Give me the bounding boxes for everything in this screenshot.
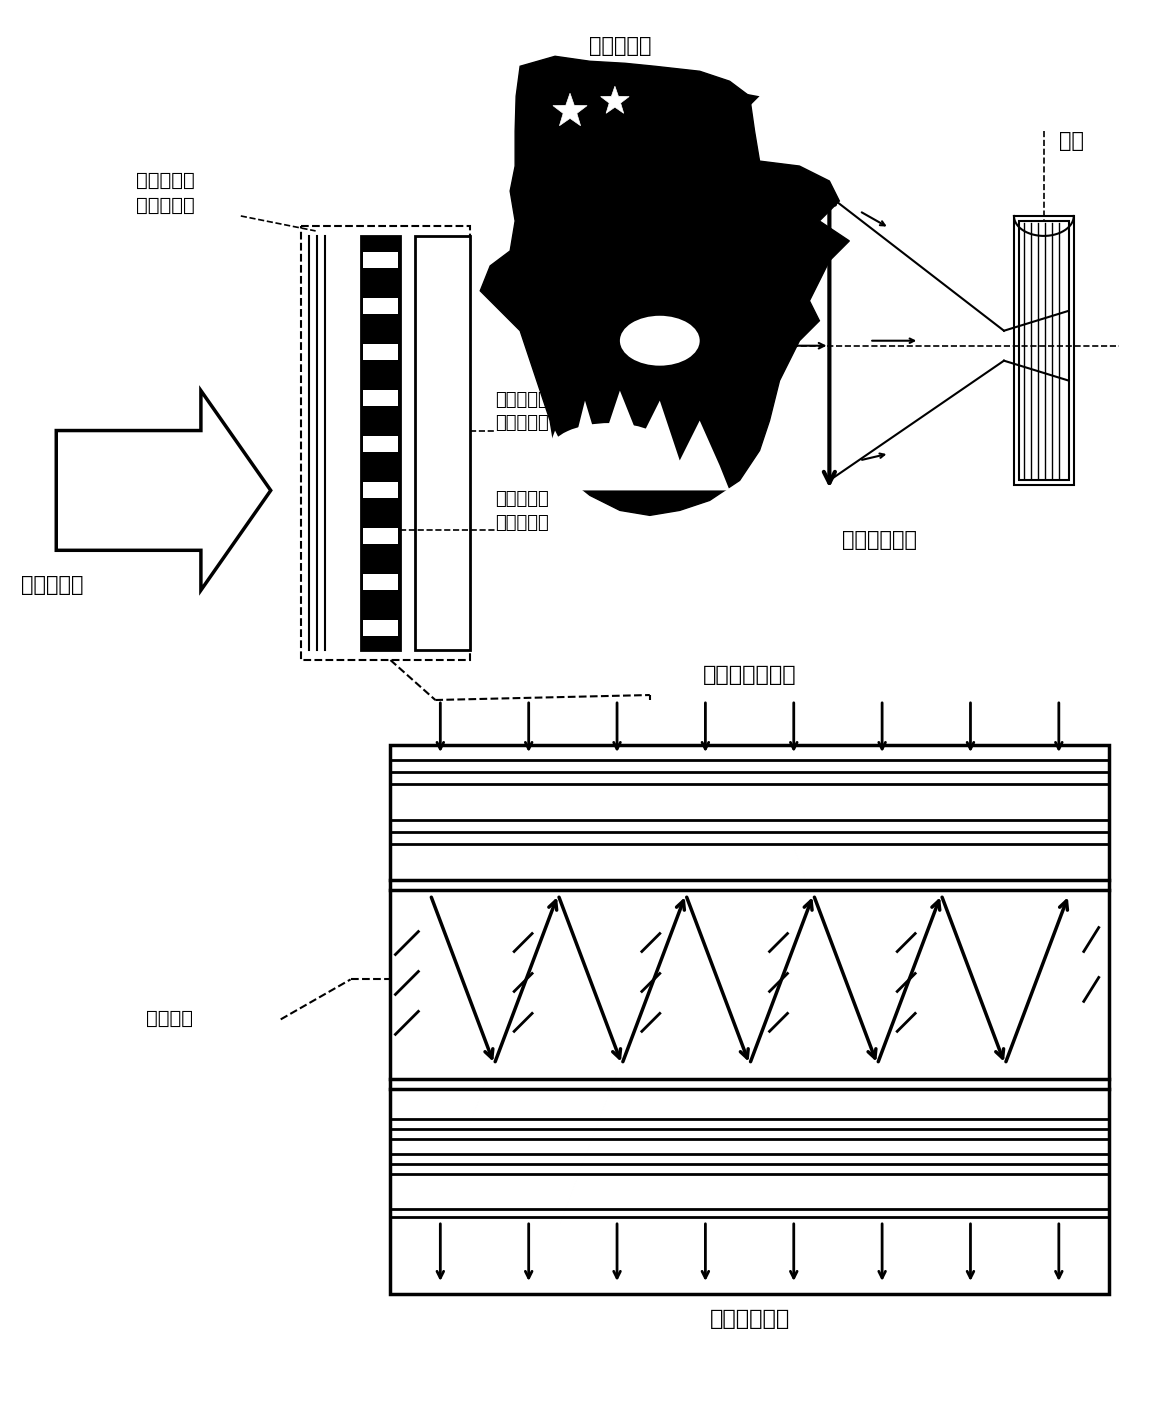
Bar bbox=[362, 620, 398, 637]
Bar bbox=[360, 236, 400, 650]
Bar bbox=[362, 529, 398, 544]
Text: 面阵非制冷
红外探测器: 面阵非制冷 红外探测器 bbox=[496, 491, 549, 531]
Bar bbox=[1014, 217, 1074, 485]
Text: 成像光学系统: 成像光学系统 bbox=[842, 530, 917, 550]
Polygon shape bbox=[540, 391, 729, 491]
Polygon shape bbox=[680, 82, 759, 127]
Bar bbox=[300, 226, 470, 659]
Polygon shape bbox=[481, 56, 850, 516]
Text: 焦面: 焦面 bbox=[1059, 131, 1083, 150]
Bar bbox=[362, 482, 398, 498]
Bar bbox=[362, 344, 398, 360]
Bar bbox=[362, 389, 398, 406]
Bar bbox=[415, 236, 470, 650]
Text: 目标与景物: 目标与景物 bbox=[589, 37, 651, 56]
Polygon shape bbox=[600, 86, 629, 114]
Ellipse shape bbox=[550, 423, 669, 478]
Bar bbox=[362, 298, 398, 314]
Text: 液晶材料: 液晶材料 bbox=[146, 1010, 193, 1028]
Polygon shape bbox=[553, 93, 588, 125]
Bar bbox=[1019, 221, 1068, 481]
Bar bbox=[362, 436, 398, 453]
Text: 多谱红外入射光: 多谱红外入射光 bbox=[703, 665, 797, 685]
Bar bbox=[362, 252, 398, 269]
Text: 电调成像波
谱液晶模块: 电调成像波 谱液晶模块 bbox=[136, 172, 194, 215]
Text: 驱控与图像
预处理模块: 驱控与图像 预处理模块 bbox=[496, 391, 549, 432]
Text: 红外入射光: 红外入射光 bbox=[22, 575, 84, 595]
Bar bbox=[362, 574, 398, 591]
Ellipse shape bbox=[620, 316, 699, 366]
Text: 谱红外出射光: 谱红外出射光 bbox=[710, 1309, 790, 1329]
Bar bbox=[391, 745, 1109, 1294]
